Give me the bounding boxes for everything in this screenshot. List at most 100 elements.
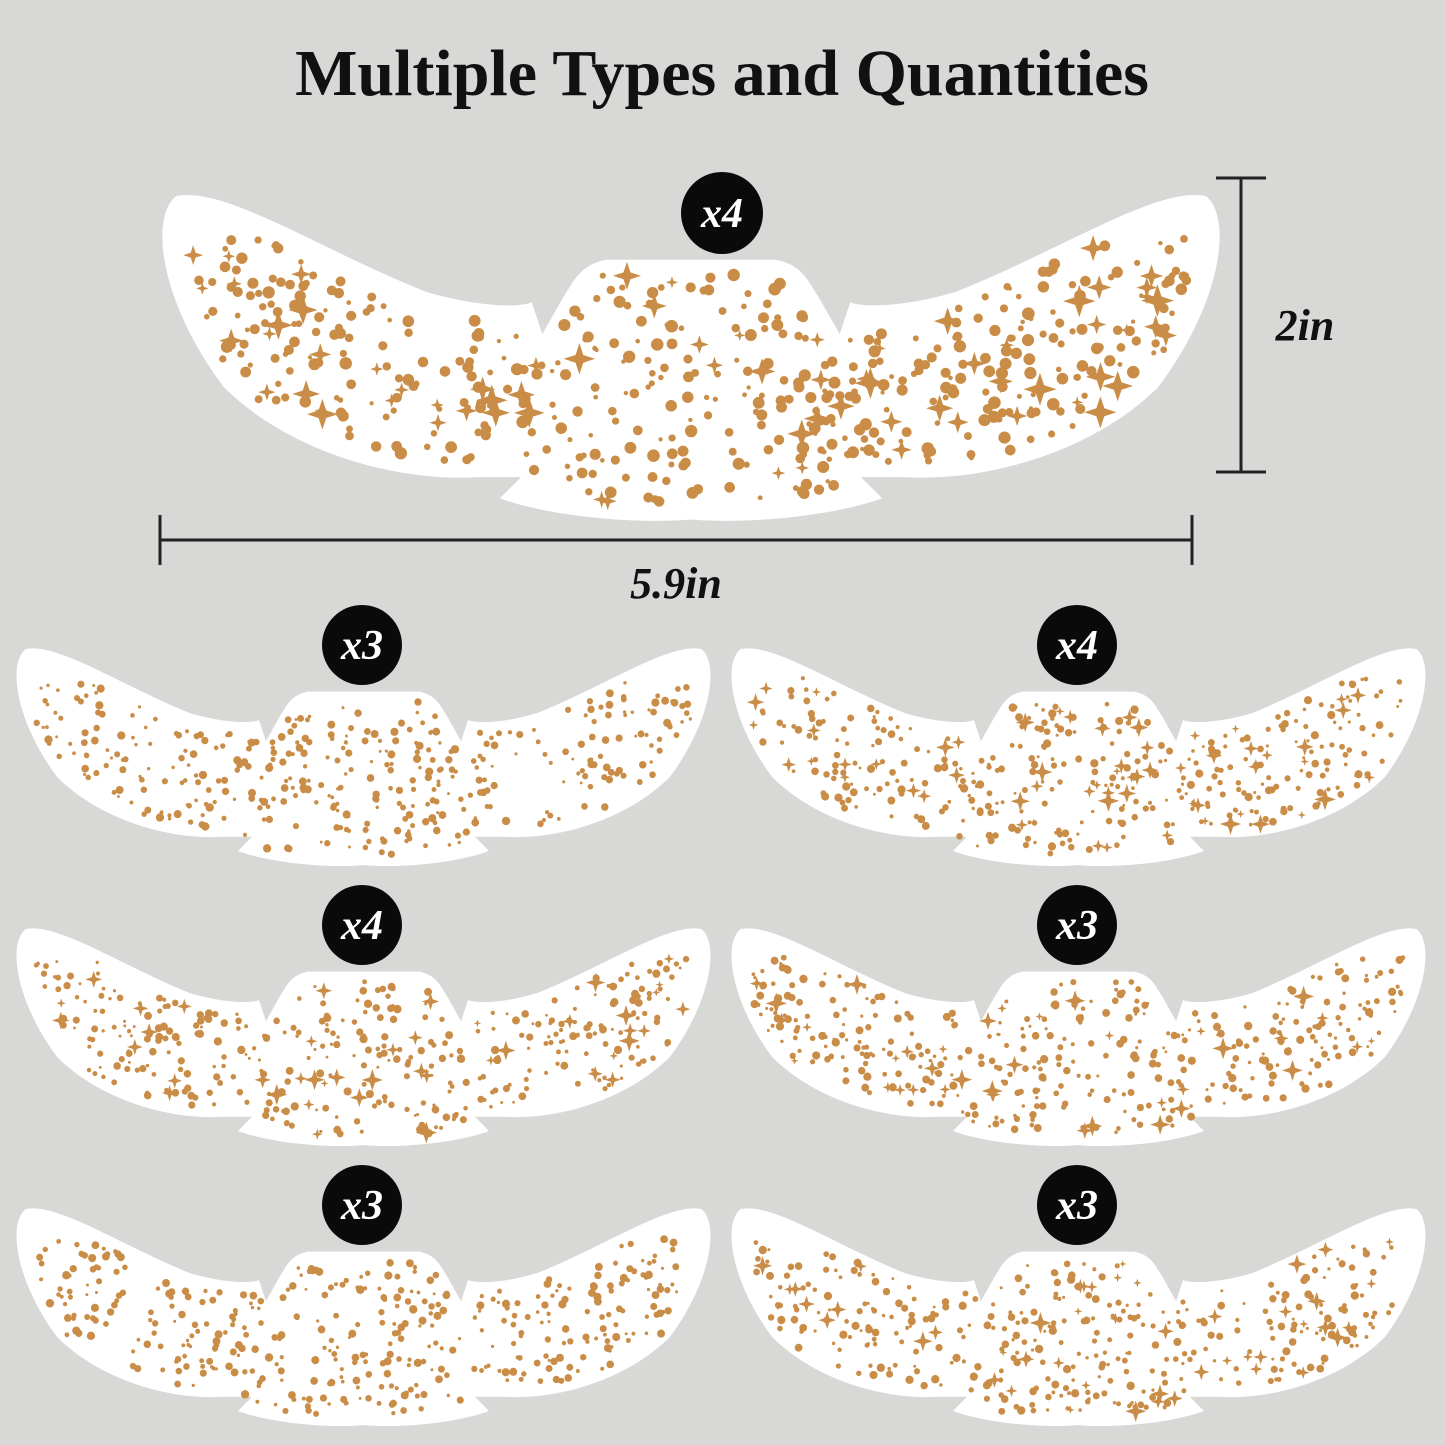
decor-dot (585, 1025, 591, 1031)
decor-dot (501, 1368, 510, 1377)
decor-dot (1096, 1074, 1100, 1078)
decor-dot (682, 955, 690, 963)
decor-dot (274, 1362, 279, 1367)
decor-dot (971, 771, 975, 776)
decor-dot (1024, 1015, 1031, 1023)
decor-dot (943, 1056, 948, 1061)
decor-star (56, 998, 66, 1008)
decor-star (637, 1023, 652, 1038)
decor-dot (1327, 1330, 1336, 1339)
decor-dot (418, 1324, 422, 1328)
decor-dot (876, 785, 883, 793)
decor-dot (579, 781, 583, 785)
decor-dot (606, 1311, 612, 1318)
decor-dot (1150, 1323, 1156, 1329)
decor-dot (439, 1125, 444, 1130)
decor-dot (866, 1342, 870, 1346)
decor-dot (545, 1364, 553, 1373)
decor-dot (799, 1329, 804, 1334)
decor-dot (678, 325, 685, 331)
decor-dot (1355, 1343, 1359, 1348)
decor-dot (211, 1366, 216, 1371)
decor-dot (1051, 1380, 1060, 1389)
decor-star (1141, 761, 1159, 779)
decor-dot (327, 1284, 334, 1291)
decor-star (665, 276, 679, 289)
decor-dot (338, 824, 344, 831)
decor-dot (1209, 821, 1213, 826)
decor-dot (306, 1055, 311, 1061)
decor-dot (1314, 1331, 1319, 1336)
decor-dot (467, 792, 474, 798)
decor-dot (871, 1328, 880, 1337)
decor-dot (1051, 1001, 1060, 1010)
decor-dot (812, 1287, 818, 1293)
decor-dot (113, 1268, 120, 1275)
decor-star (430, 398, 444, 412)
quantity-label: x3 (340, 1183, 383, 1229)
decor-dot (92, 683, 96, 688)
decor-dot (535, 1020, 542, 1028)
decor-dot (113, 1062, 121, 1070)
decor-dot (982, 1381, 991, 1390)
decor-dot (651, 1291, 660, 1300)
decor-dot (1273, 783, 1280, 790)
decor-dot (829, 1055, 834, 1060)
decor-dot (1050, 1320, 1057, 1326)
decor-dot (1252, 1036, 1259, 1043)
decor-dot (934, 1070, 938, 1075)
decor-dot (249, 1301, 253, 1306)
decor-dot (1029, 1401, 1036, 1408)
decor-dot (431, 787, 437, 793)
decor-dot (309, 271, 318, 280)
decor-dot (1360, 677, 1364, 682)
decor-star (303, 1098, 315, 1111)
decor-dot (1369, 1268, 1377, 1276)
decor-dot (1207, 739, 1215, 747)
decor-dot (1052, 1270, 1059, 1277)
decor-dot (255, 1399, 260, 1404)
decor-dot (516, 731, 524, 739)
decor-dot (496, 730, 502, 737)
decor-dot (1147, 800, 1152, 805)
decor-dot (879, 758, 886, 765)
decor-dot (1100, 756, 1106, 762)
decor-star (1066, 1405, 1075, 1415)
decor-dot (1089, 999, 1093, 1004)
decor-dot (1050, 762, 1058, 769)
decor-dot (247, 1056, 251, 1060)
decor-dot (1014, 1274, 1023, 1283)
decor-dot (582, 1333, 590, 1341)
decor-dot (1021, 786, 1028, 794)
decor-dot (378, 1309, 385, 1316)
decor-dot (1163, 1399, 1172, 1407)
decor-dot (428, 814, 437, 823)
decor-dot (1291, 1317, 1295, 1321)
decor-dot (199, 1298, 206, 1306)
decor-dot (1111, 997, 1119, 1005)
decor-dot (574, 985, 580, 991)
decor-dot (839, 1031, 846, 1039)
decor-dot (1143, 1404, 1149, 1410)
decor-dot (560, 369, 572, 381)
decor-dot (1134, 1012, 1138, 1016)
decor-dot (400, 804, 406, 811)
decor-dot (645, 384, 651, 390)
decor-dot (1112, 1400, 1117, 1405)
decor-star (226, 276, 242, 292)
decor-dot (826, 438, 838, 450)
decor-dot (497, 1288, 502, 1294)
decor-dot (1085, 1291, 1093, 1299)
decor-dot (422, 1014, 429, 1021)
decor-dot (911, 1296, 917, 1302)
decor-dot (1200, 1319, 1208, 1327)
decor-dot (1159, 303, 1169, 314)
decor-dot (1053, 1278, 1062, 1287)
decor-dot (346, 814, 351, 819)
decor-dot (339, 357, 352, 370)
decor-dot (991, 1302, 996, 1307)
decor-dot (220, 340, 233, 353)
decor-dot (101, 1029, 105, 1033)
decor-dot (294, 718, 298, 721)
